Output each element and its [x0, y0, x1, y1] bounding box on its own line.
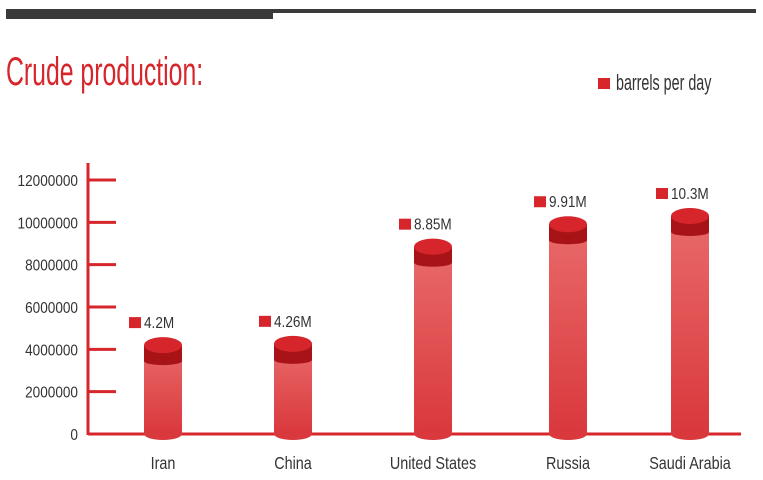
bar-top	[414, 238, 452, 255]
bar-base	[414, 428, 452, 440]
legend-swatch	[598, 77, 610, 89]
bar	[671, 215, 709, 434]
bar-base	[274, 428, 312, 440]
y-tick-label: 10000000	[18, 215, 78, 232]
y-tick-label: 4000000	[25, 342, 78, 359]
y-tick-label: 2000000	[25, 385, 78, 402]
x-tick-label: Russia	[546, 454, 591, 474]
bar-top	[274, 335, 312, 352]
data-label: 4.2M	[144, 315, 174, 332]
data-label-swatch	[399, 218, 411, 230]
bar	[549, 224, 587, 434]
x-tick-label: China	[274, 454, 312, 474]
legend: barrels per day	[598, 70, 763, 96]
x-tick-label: United States	[390, 454, 476, 474]
bar-base	[549, 428, 587, 440]
bar-top	[144, 337, 182, 354]
data-label: 8.85M	[414, 217, 452, 234]
legend-label: barrels per day	[616, 70, 712, 95]
bar-top	[549, 216, 587, 233]
bar-cap-band-bottom	[549, 236, 587, 245]
bar-cap-band-bottom	[274, 355, 312, 364]
bar-base	[144, 428, 182, 440]
y-tick-label: 12000000	[18, 173, 78, 190]
chart-title: Crude production:	[6, 50, 204, 94]
bar-group: 8.85M United States	[390, 217, 476, 474]
data-label: 10.3M	[671, 186, 709, 203]
data-label-swatch	[534, 196, 546, 208]
data-label: 4.26M	[274, 314, 312, 331]
data-label: 9.91M	[549, 194, 587, 211]
bar-top	[671, 207, 709, 224]
y-tick-label: 0	[70, 427, 78, 444]
data-label-swatch	[656, 187, 668, 199]
bar-group: 9.91M Russia	[534, 194, 591, 473]
y-tick-label: 8000000	[25, 258, 78, 275]
bar-cap-band-bottom	[671, 227, 709, 236]
y-tick-label: 6000000	[25, 300, 78, 317]
data-label-swatch	[129, 317, 141, 329]
bar	[414, 246, 452, 434]
x-tick-label: Saudi Arabia	[649, 454, 731, 474]
header-rule	[272, 9, 756, 13]
x-tick-label: Iran	[151, 454, 176, 474]
header-rule-accent	[6, 9, 273, 19]
bar-group: 4.26M China	[259, 314, 313, 474]
bar-group: 10.3M Saudi Arabia	[649, 186, 731, 473]
bar-cap-band-bottom	[414, 258, 452, 267]
bar-group: 4.2M Iran	[129, 315, 182, 473]
bar-cap-band-bottom	[144, 357, 182, 366]
bar-base	[671, 428, 709, 440]
data-label-swatch	[259, 315, 271, 327]
